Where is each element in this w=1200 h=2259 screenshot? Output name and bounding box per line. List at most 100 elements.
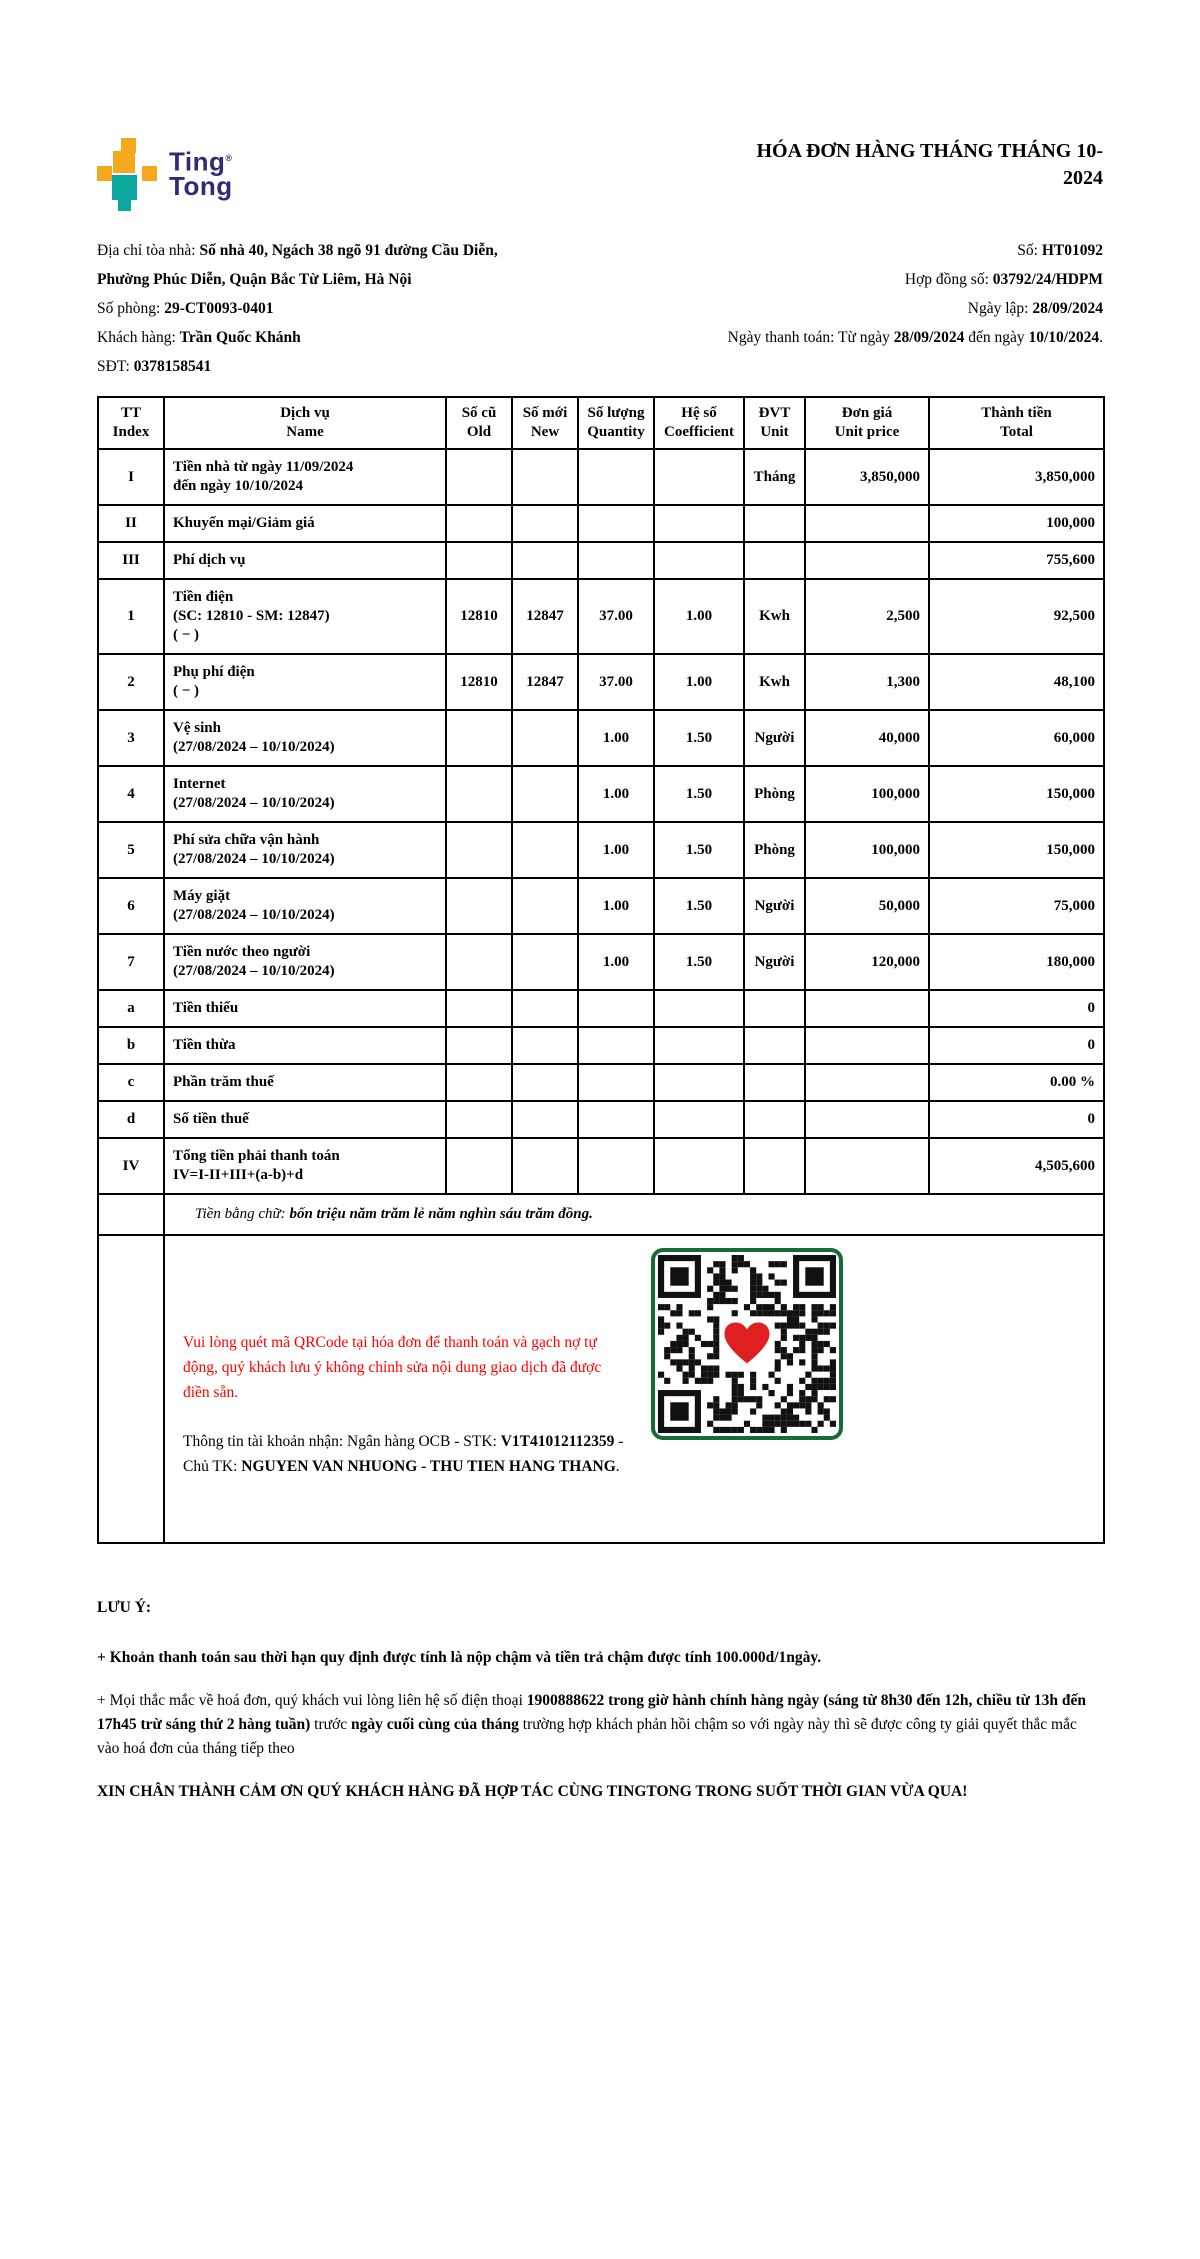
cell-qty: 1.00 — [577, 933, 655, 991]
column-header-new: Số mới New — [511, 396, 579, 450]
cell-total: 48,100 — [928, 653, 1105, 711]
table-row: 2 Phụ phí điện ( − ) 12810 12847 37.00 1.00 Kwh… — [97, 653, 1105, 711]
cell-service-name: Internet (27/08/2024 – 10/10/2024) — [163, 765, 447, 823]
logo-pixel-yellow — [113, 151, 135, 173]
cell-total: 0 — [928, 1100, 1105, 1139]
cell-service-name: Tiền thừa — [163, 1026, 447, 1065]
cell-unit: Tháng — [743, 448, 806, 506]
cell-qty — [577, 1137, 655, 1195]
cell-qty — [577, 504, 655, 543]
service-name-line: (27/08/2024 – 10/10/2024) — [173, 963, 335, 979]
info-segment: Phường Phúc Diễn, Quận Bắc Từ Liêm, Hà N… — [97, 271, 412, 288]
table-row: 5 Phí sửa chữa vận hành (27/08/2024 – 10/1… — [97, 821, 1105, 879]
cell-coef — [653, 1063, 745, 1102]
cell-old — [445, 1026, 513, 1065]
cell-total: 75,000 — [928, 877, 1105, 935]
cell-service-name: Phí sửa chữa vận hành (27/08/2024 – 10/10… — [163, 821, 447, 879]
qr-code-icon — [658, 1255, 836, 1433]
cell-service-name: Số tiền thuế — [163, 1100, 447, 1139]
cell-old — [445, 504, 513, 543]
cell-new — [511, 933, 579, 991]
service-name-line: Tiền nước theo người — [173, 944, 311, 960]
info-segment: Số: — [1017, 242, 1042, 259]
cell-unit — [743, 1063, 806, 1102]
tingtong-logo-text: Ting® Tong — [169, 138, 233, 201]
bank-account-info: Thông tin tài khoản nhận: Ngân hàng OCB … — [183, 1429, 629, 1479]
logo-pixel-yellow — [142, 166, 157, 181]
cell-price — [804, 1100, 930, 1139]
amount-in-words: bốn triệu năm trăm lẻ năm nghìn sáu trăm… — [289, 1206, 593, 1222]
cell-qty: 1.00 — [577, 765, 655, 823]
info-segment: SĐT: — [97, 358, 134, 375]
footer-note-heading: LƯU Ý: — [97, 1599, 152, 1616]
cell-price — [804, 504, 930, 543]
column-header-en: Coefficient — [664, 424, 734, 440]
cell-unit: Người — [743, 709, 806, 767]
info-segment: HT01092 — [1041, 242, 1103, 259]
service-name-line: Tiền nhà từ ngày 11/09/2024 — [173, 459, 354, 475]
cell-service-name: Tổng tiền phải thanh toán IV=I-II+III+(a-… — [163, 1137, 447, 1195]
cell-old — [445, 1063, 513, 1102]
cell-qty: 1.00 — [577, 877, 655, 935]
cell-unit: Kwh — [743, 578, 806, 655]
cell-new — [511, 1137, 579, 1195]
column-header-quantity: Số lượng Quantity — [577, 396, 655, 450]
cell-unit — [743, 1026, 806, 1065]
cell-old — [445, 1100, 513, 1139]
cell-new — [511, 1063, 579, 1102]
amount-in-words-cell: Tiền bằng chữ: bốn triệu năm trăm lẻ năm… — [163, 1193, 1105, 1236]
cell-coef — [653, 1137, 745, 1195]
column-header-en: New — [530, 424, 560, 440]
cell-total: 0 — [928, 989, 1105, 1028]
service-name-line: Tiền thừa — [173, 1037, 236, 1053]
cell-old — [445, 821, 513, 879]
footer-segment: trường hợp khách phản hồi chậm so với ng… — [97, 1716, 1077, 1757]
cell-service-name: Vệ sinh (27/08/2024 – 10/10/2024) — [163, 709, 447, 767]
info-segment: đến ngày — [964, 329, 1029, 346]
cell-price: 100,000 — [804, 821, 930, 879]
column-header-en: Unit price — [834, 424, 900, 440]
bank-account-segment: - Chủ TK: — [183, 1433, 624, 1475]
cell-price — [804, 1137, 930, 1195]
cell-unit — [743, 541, 806, 580]
cell-index: b — [97, 1026, 165, 1065]
logo-word-tong: Tong — [169, 170, 233, 201]
column-header-vi: Thành tiền — [981, 405, 1052, 421]
cell-total: 4,505,600 — [928, 1137, 1105, 1195]
cell-index: c — [97, 1063, 165, 1102]
column-header-vi: Số lượng — [587, 405, 645, 421]
column-header-coefficient: Hệ số Coefficient — [653, 396, 745, 450]
column-header-vi: Hệ số — [681, 405, 717, 421]
info-segment: Trần Quốc Khánh — [179, 329, 301, 346]
cell-coef — [653, 448, 745, 506]
cell-new — [511, 504, 579, 543]
info-segment: Khách hàng: — [97, 329, 180, 346]
qr-payment-row: Vui lòng quét mã QRCode tại hóa đơn để t… — [97, 1234, 1105, 1544]
column-header-unit_price: Đơn giá Unit price — [804, 396, 930, 450]
cell-index: 3 — [97, 709, 165, 767]
column-header-index: TT Index — [97, 396, 165, 450]
cell-price: 1,300 — [804, 653, 930, 711]
cell-index: 4 — [97, 765, 165, 823]
cell-index: 6 — [97, 877, 165, 935]
qr-instruction-note: Vui lòng quét mã QRCode tại hóa đơn để t… — [183, 1334, 602, 1401]
info-segment: 28/09/2024 — [893, 329, 965, 346]
cell-service-name: Khuyến mại/Giảm giá — [163, 504, 447, 543]
cell-service-name: Tiền thiếu — [163, 989, 447, 1028]
cell-new — [511, 765, 579, 823]
table-row: 3 Vệ sinh (27/08/2024 – 10/10/2024) 1.00 1.5… — [97, 709, 1105, 767]
bank-account-segment: V1T41012112359 — [500, 1433, 615, 1450]
service-name-line: đến ngày 10/10/2024 — [173, 478, 304, 494]
invoice-header: Ting® Tong HÓA ĐƠN HÀNG THÁNG THÁNG 10- … — [97, 138, 1103, 212]
cell-service-name: Tiền nhà từ ngày 11/09/2024 đến ngày 10/1… — [163, 448, 447, 506]
invoice-meta-info: Số: HT01092 Hợp đồng số: 03792/24/HDPM Ngà… — [728, 236, 1103, 381]
footer-segment: + Mọi thắc mắc về hoá đơn, quý khách vui… — [97, 1692, 527, 1709]
cell-price — [804, 989, 930, 1028]
cell-unit — [743, 989, 806, 1028]
cell-coef — [653, 504, 745, 543]
service-name-line: (27/08/2024 – 10/10/2024) — [173, 795, 335, 811]
cell-coef: 1.00 — [653, 578, 745, 655]
service-name-line: (27/08/2024 – 10/10/2024) — [173, 739, 335, 755]
cell-qty: 37.00 — [577, 578, 655, 655]
